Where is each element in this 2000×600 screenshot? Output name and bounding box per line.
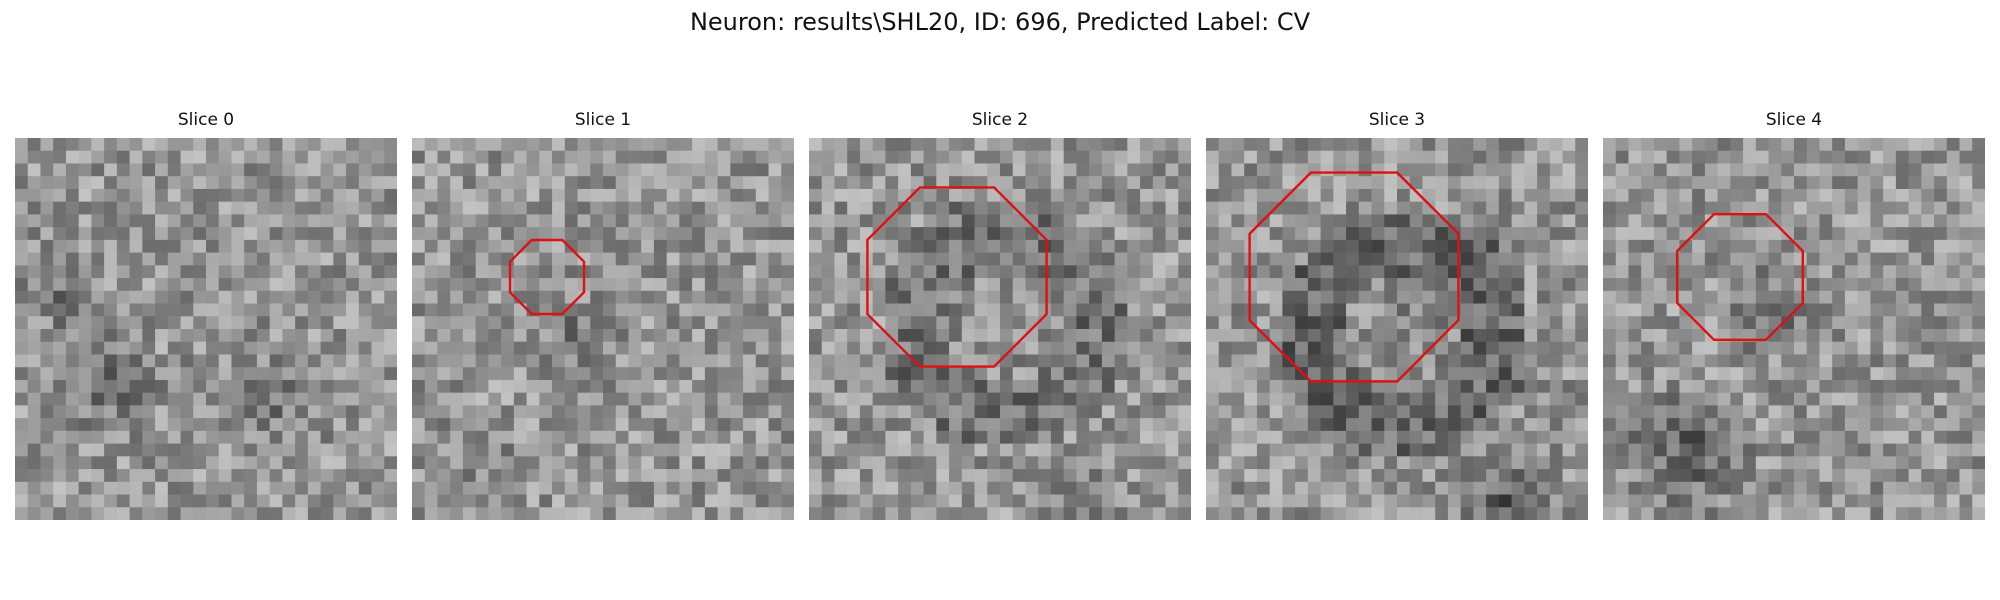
cell-outline: [508, 238, 586, 316]
slice-panel-2: Slice 2: [809, 108, 1191, 520]
cell-outline: [1248, 171, 1460, 383]
slice-title: Slice 3: [1368, 110, 1426, 130]
cell-outline: [1675, 212, 1805, 342]
slice-title: Slice 1: [574, 110, 632, 130]
slice-title: Slice 4: [1765, 110, 1823, 130]
slice-image-2: [809, 138, 1191, 520]
slice-image-0: [15, 138, 397, 520]
slice-title: Slice 0: [177, 110, 235, 130]
slice-panel-0: Slice 0: [15, 108, 397, 520]
figure-title: Neuron: results\SHL20, ID: 696, Predicte…: [689, 8, 1311, 36]
slice-image-1: [412, 138, 794, 520]
slice-title: Slice 2: [971, 110, 1029, 130]
slice-image-3: [1206, 138, 1588, 520]
slice-panel-3: Slice 3: [1206, 108, 1588, 520]
slice-image-4: [1603, 138, 1985, 520]
slice-panel-4: Slice 4: [1603, 108, 1985, 520]
slice-panel-1: Slice 1: [412, 108, 794, 520]
cell-outline: [866, 186, 1048, 368]
